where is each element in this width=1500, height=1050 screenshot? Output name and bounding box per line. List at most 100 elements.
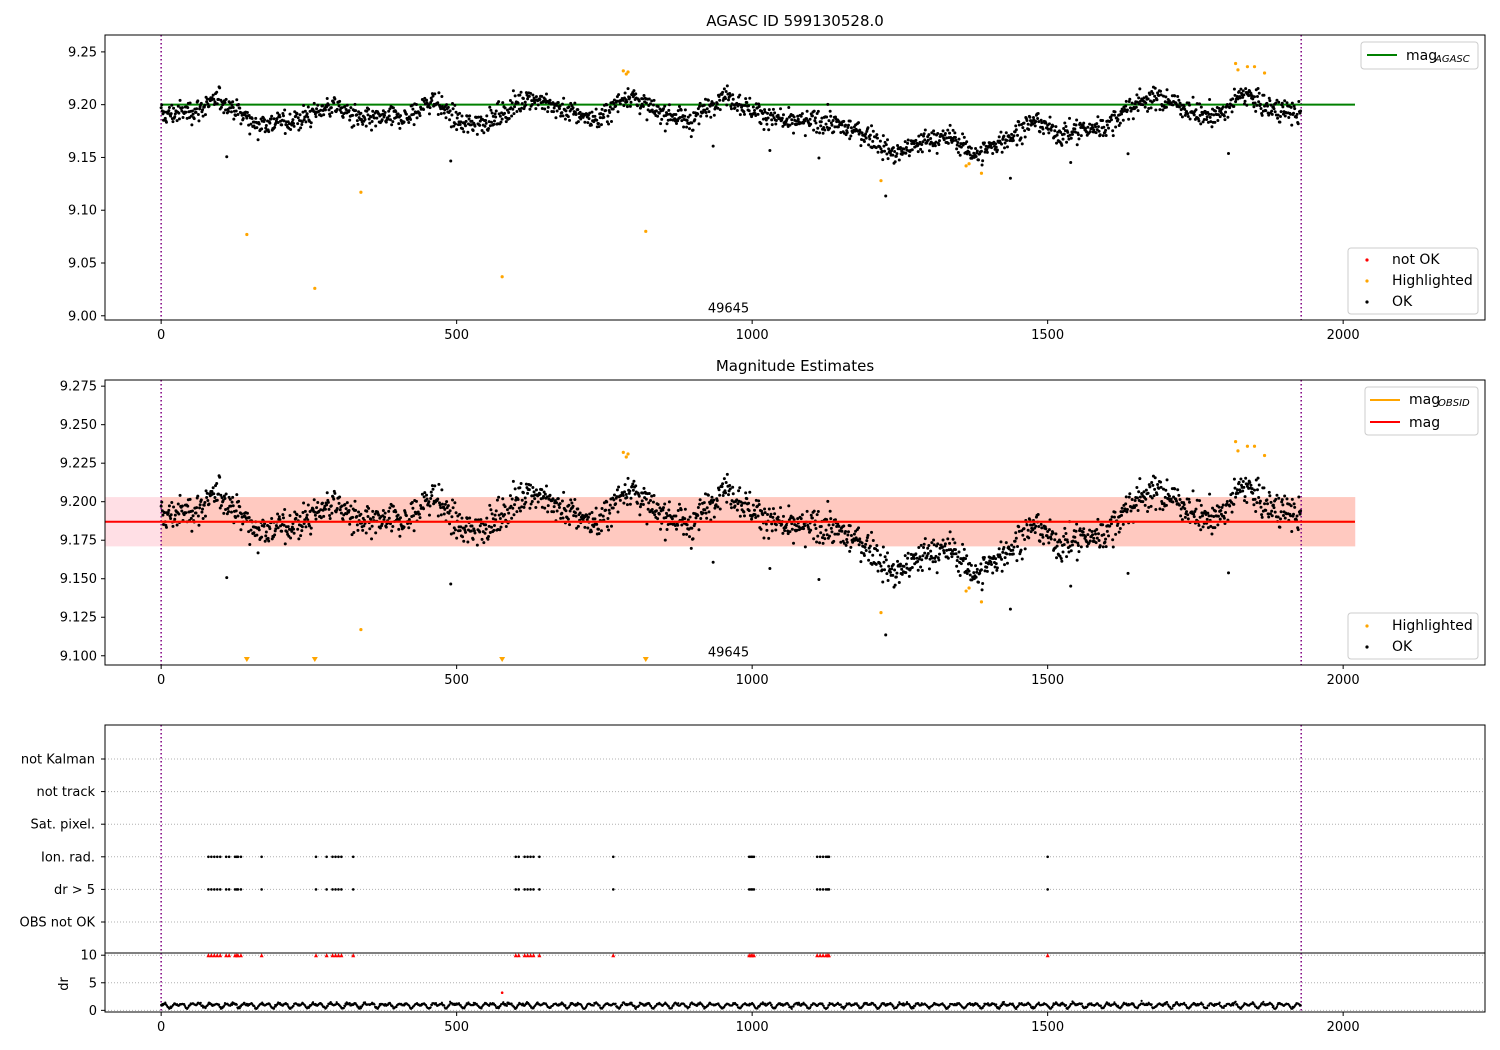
ok-point — [712, 515, 716, 519]
ok-point — [733, 106, 737, 110]
ok-point — [821, 541, 825, 545]
ok-point — [260, 535, 264, 539]
ok-point — [361, 122, 365, 126]
ok-point — [1083, 535, 1087, 539]
ok-point — [1269, 103, 1273, 107]
ok-point — [1232, 105, 1236, 109]
ok-point — [757, 499, 761, 503]
ok-point — [461, 127, 465, 131]
ok-point — [809, 528, 813, 532]
ok-point — [489, 108, 493, 112]
ok-point — [197, 119, 201, 123]
ok-point — [1208, 115, 1212, 119]
ok-point — [761, 513, 765, 517]
ok-point — [278, 115, 282, 119]
ok-point — [771, 507, 775, 511]
ok-point — [351, 113, 355, 117]
ok-point — [1232, 87, 1236, 91]
ok-point — [433, 484, 437, 488]
ok-point — [1262, 93, 1266, 97]
ok-point — [1211, 506, 1215, 510]
ok-point — [900, 567, 904, 571]
ok-point — [429, 490, 433, 494]
ok-point — [710, 495, 714, 499]
ok-point — [694, 516, 698, 520]
ok-point — [857, 543, 861, 547]
ok-point — [442, 512, 446, 516]
ok-point — [985, 569, 989, 573]
ok-point — [862, 553, 866, 557]
ok-point — [1125, 510, 1129, 514]
ok-point — [885, 152, 889, 156]
ok-point — [307, 524, 311, 528]
ok-point — [573, 110, 577, 114]
ok-point — [247, 113, 251, 117]
ok-point — [1292, 512, 1296, 516]
agasc-xtick-label: 0 — [157, 328, 165, 343]
ok-point — [965, 554, 969, 558]
ok-point — [741, 501, 745, 505]
ok-point — [830, 123, 834, 127]
ok-point — [735, 508, 739, 512]
ok-point — [1118, 527, 1122, 531]
ok-point — [545, 495, 549, 499]
ok-point — [1191, 489, 1195, 493]
ok-point — [355, 523, 359, 527]
ok-point — [1142, 490, 1146, 494]
ok-point — [625, 496, 629, 500]
ok-point — [340, 106, 344, 110]
ok-point — [617, 485, 621, 489]
ok-point — [1152, 99, 1156, 103]
ok-point — [983, 569, 987, 573]
ok-point — [195, 107, 199, 111]
highlighted-point — [967, 162, 971, 166]
ok-point — [893, 568, 897, 572]
ok-point — [1164, 95, 1168, 99]
ok-point — [447, 511, 451, 515]
ok-point — [1036, 111, 1040, 115]
legend-marker-ok-2 — [1365, 645, 1369, 649]
ok-point — [918, 140, 922, 144]
ok-point — [562, 96, 566, 100]
ok-point — [1128, 492, 1132, 496]
ok-point — [799, 114, 803, 118]
ok-point — [985, 565, 989, 569]
ok-point — [699, 517, 703, 521]
ok-point — [842, 524, 846, 528]
ok-point — [930, 541, 934, 545]
ok-point — [227, 109, 231, 113]
ok-point — [210, 490, 214, 494]
ok-point — [427, 513, 431, 517]
ok-point — [439, 513, 443, 517]
ok-point — [1245, 103, 1249, 107]
ok-point — [927, 149, 931, 153]
ok-point — [1257, 91, 1261, 95]
ok-point — [1292, 111, 1296, 115]
ok-point — [882, 144, 886, 148]
ok-point — [311, 507, 315, 511]
ok-point — [822, 125, 826, 129]
dr-point — [459, 1004, 462, 1007]
dr-point — [326, 1004, 329, 1008]
dr-point — [621, 1003, 624, 1007]
ok-point — [1038, 539, 1042, 543]
ok-point — [787, 504, 791, 508]
ok-point — [1143, 105, 1147, 109]
ok-point — [275, 117, 279, 121]
ok-point — [656, 114, 660, 118]
ok-point — [1065, 555, 1069, 559]
ok-point — [247, 123, 251, 127]
ok-point — [784, 526, 788, 530]
highlighted-point — [621, 69, 625, 73]
ok-point — [1257, 100, 1261, 104]
ok-point — [954, 138, 958, 142]
flag-event-point — [821, 888, 825, 891]
ok-point — [713, 506, 717, 510]
ok-point — [654, 109, 658, 113]
ok-point — [196, 514, 200, 518]
ok-point — [254, 116, 258, 120]
ok-point — [675, 527, 679, 531]
ok-point — [465, 517, 469, 521]
ok-point — [1008, 552, 1012, 556]
ok-point — [611, 107, 615, 111]
